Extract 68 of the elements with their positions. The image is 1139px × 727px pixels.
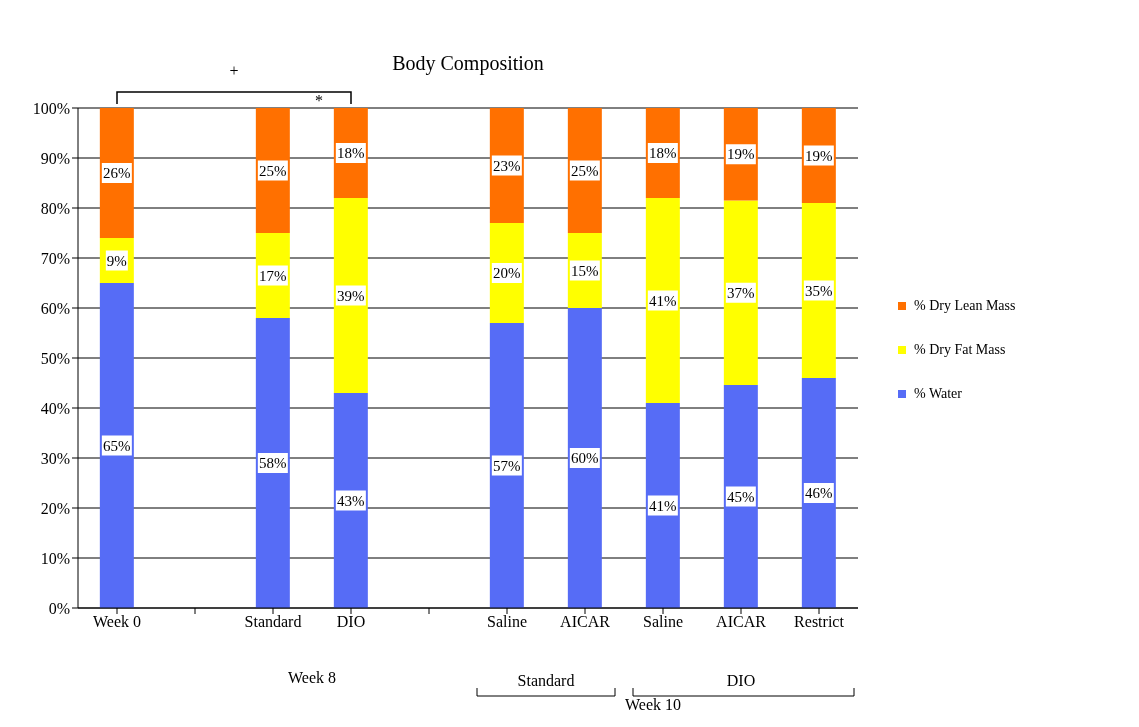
legend-label: % Dry Lean Mass [914,298,1016,314]
data-label: 60% [571,450,599,466]
data-label: 43% [337,492,365,509]
y-tick-label: 60% [40,299,70,317]
data-label: 20% [493,265,521,281]
bar [567,308,602,608]
y-tick-label: 10% [40,549,70,567]
x-tick-label: Standard [244,613,302,631]
y-tick-label: 30% [40,449,70,467]
text: Week 8 [287,669,337,686]
data-label: 35% [805,282,833,299]
y-tick-label: 90% [40,149,70,167]
bar [99,108,134,238]
data-label: 39% [337,287,365,304]
data-label: 18% [337,145,365,161]
bar [723,385,758,608]
text: Week 10 [624,696,682,713]
data-label: 19% [727,146,755,163]
data-label: 65% [103,437,131,454]
bar [99,283,134,608]
y-tick-label: 50% [40,349,70,367]
y-tick-label: 100% [32,99,70,117]
y-tick-label: 40% [40,399,70,417]
annotation: * [315,92,323,109]
x-tick-label: Saline [643,613,683,631]
bar [723,200,758,385]
text: DIO [726,672,756,689]
data-label: 9% [106,252,127,269]
data-label: 25% [571,162,599,179]
data-label: 58% [259,455,287,471]
y-tick-label: 20% [40,499,70,517]
data-label: 19% [805,147,833,164]
data-label: 57% [493,457,521,474]
data-label: 25% [259,162,287,179]
data-label: 46% [805,485,833,501]
bar [489,323,524,608]
data-label: 37% [727,284,755,301]
data-label: 45% [727,488,755,505]
x-tick-label: DIO [336,613,366,631]
bar [801,378,836,608]
legend-label: % Water [914,386,962,402]
bar [567,108,602,233]
data-label: 41% [649,292,677,309]
legend-label: % Dry Fat Mass [914,342,1006,358]
x-tick-label: Week 0 [92,613,142,631]
bar [255,318,290,608]
bar [333,393,368,608]
x-tick-label: AICAR [716,613,767,631]
text: Standard [517,672,575,689]
x-tick-label: Saline [487,613,527,631]
data-label: 23% [493,157,521,174]
text: + [229,62,239,79]
bar [645,403,680,608]
bar [801,203,836,378]
y-tick-label: 80% [40,199,70,217]
bar [255,108,290,233]
x-tick-label: AICAR [560,613,611,631]
data-label: 17% [259,267,287,284]
x-tick-label: Restrict [794,613,845,631]
bar [645,198,680,403]
y-tick-label: 0% [48,599,70,617]
chart-title: Body Composition [392,52,544,74]
data-label: 41% [649,497,677,514]
bar [333,198,368,393]
data-label: 15% [571,262,599,279]
data-label: 18% [649,145,677,161]
y-tick-label: 70% [40,249,70,267]
data-label: 26% [103,165,131,181]
